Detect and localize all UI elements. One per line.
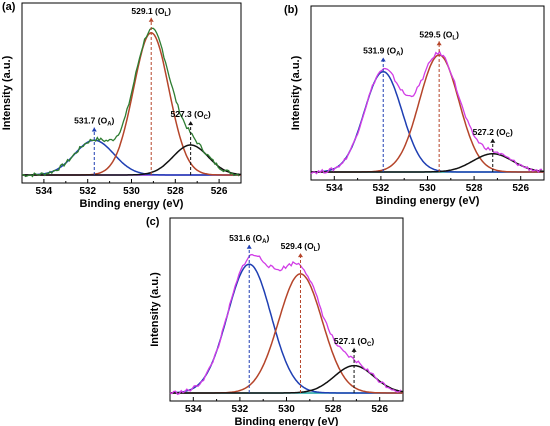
x-tick-label: 526 <box>512 183 529 194</box>
x-tick-label: 534 <box>36 186 53 197</box>
y-axis-label: Intensity (a.u.) <box>149 272 161 347</box>
annotation-subscript: L <box>314 247 318 253</box>
annotation-subscript: C <box>367 342 372 348</box>
x-axis-label: Binding energy (eV) <box>376 195 480 207</box>
peak-Oc <box>311 153 545 173</box>
annotation-subscript: L <box>452 35 456 41</box>
panel-b: (b) 534 532 530 528 526 Binding energy (eV) Int… <box>284 4 545 207</box>
annotation-label: 531.6 (OA) <box>229 233 269 245</box>
peak-OA <box>170 263 403 394</box>
envelope-curve <box>169 253 402 396</box>
annotation-close-paren: ) <box>168 6 171 16</box>
envelope-curve <box>21 27 240 178</box>
x-tick-label: 532 <box>373 183 390 194</box>
panel-label: (c) <box>146 216 160 228</box>
x-tick-label: 526 <box>371 404 388 415</box>
peak-OL <box>311 54 544 173</box>
annotation-subscript: L <box>164 12 168 18</box>
x-tick-label: 534 <box>185 404 202 415</box>
x-tick-label: 530 <box>278 404 295 415</box>
annotation-subscript: C <box>506 133 511 139</box>
annotation-arrow <box>188 121 194 126</box>
annotation-close-paren: ) <box>510 127 513 137</box>
x-tick-label: 530 <box>419 183 436 194</box>
annotation-arrow <box>490 138 496 143</box>
annotation-label: 527.1 (OC) <box>334 336 374 348</box>
annotation-arrow <box>91 127 97 132</box>
x-axis-label: Binding energy (eV) <box>235 416 339 426</box>
y-axis-label: Intensity (a.u.) <box>1 55 13 130</box>
annotation-label: 531.9 (OA) <box>363 46 403 58</box>
x-tick-label: 532 <box>79 186 96 197</box>
annotation-subscript: A <box>396 52 401 58</box>
annotation-arrow <box>148 17 154 22</box>
annotation-arrow <box>351 347 357 352</box>
panel-c: (c) 534 532 530 528 526 Binding energy (eV) Int… <box>146 216 404 426</box>
peak-OL <box>22 32 241 176</box>
annotation-label: 527.2 (OC) <box>473 127 513 139</box>
annotation-subscript: A <box>107 121 112 127</box>
annotation-subscript: A <box>262 239 267 245</box>
annotation-arrow <box>380 57 386 62</box>
annotation-label: 529.5 (OL) <box>419 29 459 41</box>
annotation-close-paren: ) <box>401 46 404 56</box>
x-tick-label: 532 <box>232 404 249 415</box>
x-tick-label: 528 <box>325 404 342 415</box>
annotation-close-paren: ) <box>317 241 320 251</box>
x-tick-label: 528 <box>466 183 483 194</box>
annotation-close-paren: ) <box>112 115 115 125</box>
annotation-close-paren: ) <box>267 233 270 243</box>
peak-OA <box>22 139 241 176</box>
annotation-label: 531.7 (OA) <box>74 115 114 127</box>
x-axis-label: Binding energy (eV) <box>80 198 184 210</box>
annotation-label: 529.4 (OL) <box>281 241 321 253</box>
x-tick-label: 526 <box>211 186 228 197</box>
x-tick-label: 534 <box>326 183 343 194</box>
peak-OA <box>311 70 544 173</box>
x-tick-label: 530 <box>123 186 140 197</box>
envelope-curve <box>310 50 543 175</box>
annotation-label: 529.1 (OL) <box>131 6 171 18</box>
annotation-label: 527.3 (OC) <box>170 109 210 121</box>
panel-a: (a) 534 532 530 528 526 Binding energy (eV) Int… <box>1 1 242 210</box>
annotation-close-paren: ) <box>456 29 459 39</box>
panel-label: (a) <box>2 1 16 13</box>
annotation-subscript: C <box>204 115 209 121</box>
x-tick-label: 528 <box>167 186 184 197</box>
panel-label: (b) <box>284 4 298 16</box>
annotation-close-paren: ) <box>208 109 211 119</box>
annotation-arrow <box>436 41 442 46</box>
annotation-close-paren: ) <box>371 336 374 346</box>
annotation-arrow <box>246 244 252 249</box>
annotation-arrow <box>297 253 303 258</box>
y-axis-label: Intensity (a.u.) <box>290 55 302 130</box>
